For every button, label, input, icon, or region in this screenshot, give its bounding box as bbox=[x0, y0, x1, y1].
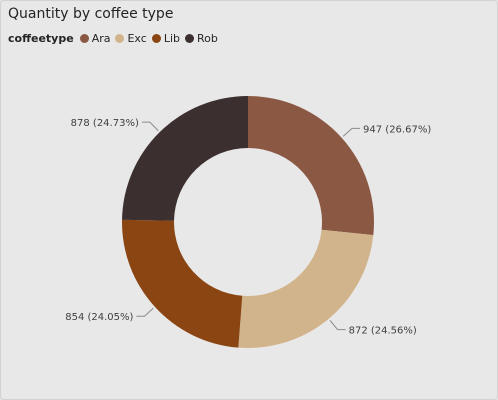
legend-title: coffeetype bbox=[8, 32, 74, 45]
legend-item-exc[interactable]: Exc bbox=[115, 32, 147, 45]
legend-swatch-ara bbox=[79, 34, 89, 43]
leader-line-exc bbox=[329, 320, 346, 331]
chart-title: Quantity by coffee type bbox=[8, 6, 174, 22]
data-label-ara: 947 (26.67%) bbox=[363, 124, 431, 135]
data-label-exc: 872 (24.56%) bbox=[349, 326, 417, 337]
leader-line-ara bbox=[342, 127, 361, 137]
leader-line-lib bbox=[136, 307, 154, 317]
legend-label-exc: Exc bbox=[127, 32, 147, 45]
legend: coffeetype Ara Exc Lib Rob bbox=[8, 32, 223, 45]
leader-line-rob bbox=[141, 121, 159, 132]
legend-label-ara: Ara bbox=[91, 32, 111, 45]
data-label-lib: 854 (24.05%) bbox=[65, 312, 133, 323]
legend-swatch-lib bbox=[151, 34, 161, 43]
legend-item-ara[interactable]: Ara bbox=[79, 32, 111, 45]
slice-exc[interactable] bbox=[238, 229, 374, 348]
slice-lib[interactable] bbox=[122, 219, 243, 348]
legend-label-rob: Rob bbox=[196, 32, 218, 45]
legend-swatch-exc bbox=[115, 34, 125, 43]
legend-label-lib: Lib bbox=[163, 32, 180, 45]
legend-item-rob[interactable]: Rob bbox=[184, 32, 218, 45]
slice-ara[interactable] bbox=[248, 96, 374, 236]
data-label-rob: 878 (24.73%) bbox=[71, 118, 139, 129]
legend-swatch-rob bbox=[184, 34, 194, 43]
slice-rob[interactable] bbox=[122, 96, 248, 221]
legend-item-lib[interactable]: Lib bbox=[151, 32, 180, 45]
